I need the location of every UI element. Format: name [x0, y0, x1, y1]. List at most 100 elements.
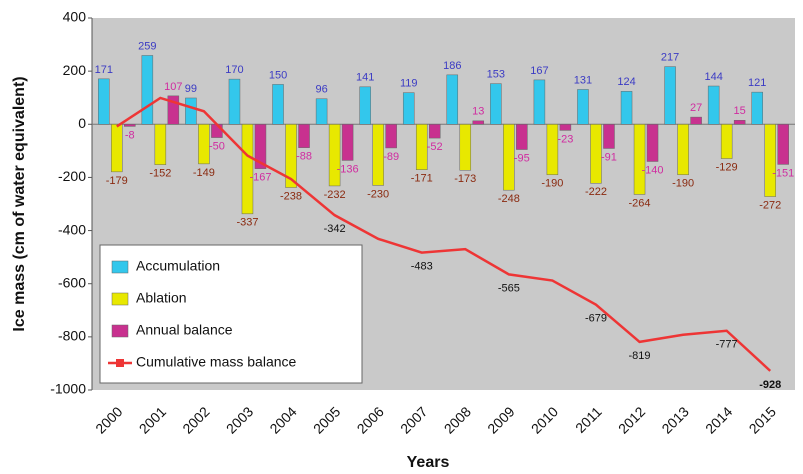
- bar: [254, 124, 267, 169]
- x-tick-label: 2002: [179, 403, 212, 436]
- data-label: -149: [193, 167, 215, 179]
- bar: [603, 124, 615, 149]
- bar: [272, 84, 284, 125]
- x-tick-label: 2010: [528, 403, 561, 436]
- y-tick-label: 400: [63, 9, 87, 25]
- x-tick-label: 2008: [441, 403, 474, 436]
- x-tick-label: 2003: [223, 403, 256, 436]
- bar: [620, 91, 633, 125]
- bar: [328, 124, 341, 187]
- bar: [359, 86, 371, 125]
- x-tick-label: 2005: [310, 403, 343, 436]
- data-label: -342: [324, 223, 346, 235]
- data-label: 170: [225, 64, 243, 76]
- bar: [415, 124, 428, 170]
- x-tick-label: 2007: [397, 403, 430, 436]
- data-label: -565: [498, 282, 520, 294]
- bar: [111, 124, 123, 173]
- data-label: -88: [296, 151, 312, 163]
- x-tick-label: 2009: [484, 403, 517, 436]
- y-tick-label: -200: [58, 168, 86, 184]
- y-tick-label: -1000: [50, 381, 86, 397]
- bar: [385, 124, 397, 149]
- x-tick-label: 2011: [572, 403, 605, 436]
- x-tick-label: 2013: [658, 403, 691, 436]
- bar: [546, 124, 559, 176]
- y-tick-label: -600: [58, 274, 86, 290]
- x-tick-label: 2000: [92, 403, 125, 436]
- data-label: -167: [249, 172, 271, 184]
- data-label: 27: [690, 102, 702, 114]
- data-label: -136: [337, 163, 359, 175]
- data-label: -89: [383, 151, 399, 163]
- data-label: -337: [236, 217, 258, 229]
- x-tick-label: 2001: [136, 403, 169, 436]
- data-label: -190: [541, 178, 563, 190]
- legend-swatch: [111, 292, 129, 306]
- data-label: -52: [427, 141, 443, 153]
- data-label: -8: [125, 129, 135, 141]
- data-label: 153: [487, 69, 505, 81]
- data-label: 96: [315, 84, 327, 96]
- bar: [315, 98, 328, 125]
- data-label: 107: [164, 81, 182, 93]
- legend-swatch: [111, 260, 129, 274]
- bar: [124, 124, 136, 127]
- data-label: -152: [149, 168, 171, 180]
- x-axis-title: Years: [407, 454, 450, 471]
- data-label: -129: [716, 161, 738, 173]
- data-label: -483: [411, 261, 433, 273]
- bar: [154, 124, 167, 165]
- y-tick-label: 0: [78, 115, 86, 131]
- data-label: -173: [454, 173, 476, 185]
- bar: [341, 124, 354, 161]
- bar: [98, 78, 110, 125]
- bar: [751, 91, 763, 125]
- x-tick-label: 2006: [354, 403, 387, 436]
- data-label: 141: [356, 72, 374, 84]
- data-label: -91: [601, 151, 617, 163]
- bar: [446, 74, 459, 125]
- data-label: 124: [617, 76, 635, 88]
- bar: [372, 124, 384, 186]
- x-tick-label: 2004: [266, 403, 299, 436]
- x-tick-label: 2014: [702, 403, 735, 436]
- bar: [720, 124, 733, 159]
- bar: [690, 116, 702, 125]
- bar: [167, 95, 180, 125]
- x-tick-label: 2012: [615, 403, 648, 436]
- legend-swatch: [111, 324, 129, 338]
- bar: [764, 124, 776, 197]
- bar: [241, 124, 254, 215]
- line: [116, 96, 772, 372]
- bar: [141, 55, 154, 125]
- data-label: 13: [472, 106, 484, 118]
- bar: [285, 124, 297, 188]
- data-label: -23: [557, 133, 573, 145]
- data-label: 121: [748, 77, 766, 89]
- data-label: -272: [759, 199, 781, 211]
- data-label: 144: [704, 71, 722, 83]
- bar: [577, 89, 589, 125]
- legend-label: Cumulative mass balance: [136, 354, 297, 370]
- bar: [533, 79, 546, 125]
- bar: [228, 78, 241, 125]
- legend-label: Ablation: [136, 290, 187, 306]
- data-label: 167: [530, 65, 548, 77]
- bar: [633, 124, 646, 195]
- bar: [459, 124, 472, 171]
- legend-label: Accumulation: [136, 258, 220, 274]
- bar: [590, 124, 602, 184]
- data-label: 259: [138, 40, 156, 52]
- data-label: -222: [585, 186, 607, 198]
- bar: [516, 124, 528, 150]
- data-label: -819: [629, 350, 651, 362]
- y-tick-label: -800: [58, 328, 86, 344]
- bar: [559, 124, 572, 131]
- bar: [646, 124, 659, 162]
- data-label: -264: [629, 197, 651, 209]
- bar: [707, 85, 720, 125]
- bar: [402, 92, 415, 125]
- legend-label: Annual balance: [136, 322, 233, 338]
